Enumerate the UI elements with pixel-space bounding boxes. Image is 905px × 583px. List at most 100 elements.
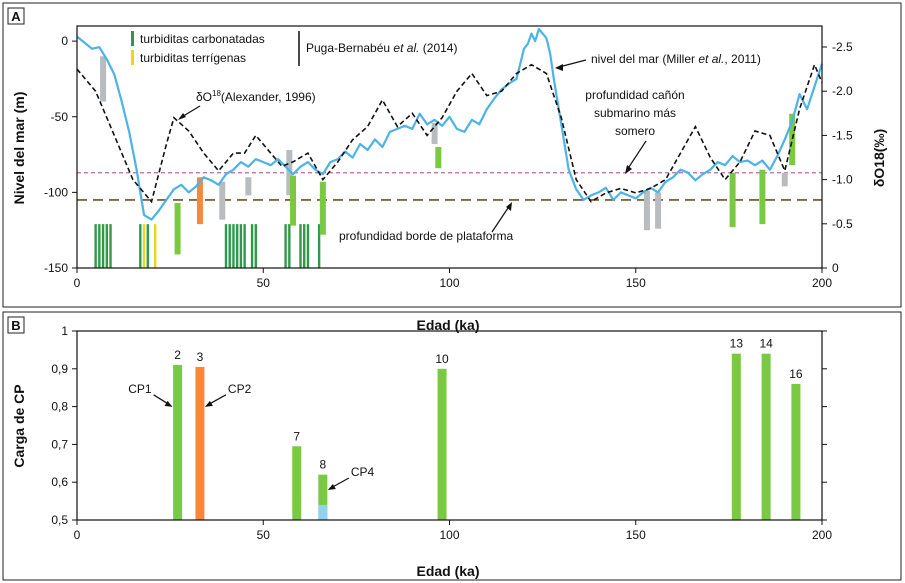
annotation-sea-level-etal: et al. [698, 52, 724, 66]
annotation-canyon-line-1: submarino más [594, 106, 676, 120]
turbidite-carbonatada-19 [306, 224, 310, 268]
annotation-sea-level-arrowhead [555, 64, 563, 71]
panel-b-label-box [7, 316, 25, 334]
cp-bar-8-cp4-segment [318, 504, 328, 520]
cp-bar-2 [173, 365, 183, 520]
cp-bar-10 [437, 368, 447, 520]
panel-a-y-tick-label-1: -50 [51, 110, 69, 124]
legend-source-etal: et al. [393, 41, 419, 55]
annotation-cp4-arrowhead [327, 483, 336, 490]
panel-a-x-tick-label-2: 100 [439, 276, 459, 290]
gray-bar-5 [643, 190, 650, 231]
cp-bar-label-2: 2 [174, 348, 181, 362]
panel-a-y-right-tick-label-0: -2.5 [832, 40, 853, 54]
annotation-shelf-arrow [491, 204, 511, 233]
panel-a-x-tick-label-4: 200 [812, 276, 832, 290]
legend-source-author: Puga-Bernabéu [306, 41, 390, 55]
cp-bar-7 [292, 446, 302, 520]
panel-a-x-tick-label-3: 150 [626, 276, 646, 290]
turbidite-carbonatada-16 [288, 224, 291, 268]
legend-terrigenas-label: turbiditas terrígenas [140, 51, 246, 65]
turbidite-carbonatada-18 [303, 224, 306, 268]
turbidite-carbonatada-5 [139, 224, 142, 268]
panel-b-x-tick-label-4: 200 [812, 528, 832, 542]
panel-b-y-axis-label: Carga de CP [11, 384, 27, 467]
panel-b-frame [2, 311, 902, 581]
annotation-cp4: CP4 [351, 465, 375, 479]
annotation-d18o-symbol: δO [196, 90, 212, 104]
panel-b-axes-box [76, 330, 823, 521]
turbidite-carbonatada-17 [299, 224, 302, 268]
green-bar-5 [759, 169, 766, 225]
panel-a-y-right-tick-label-4: -0.5 [832, 217, 853, 231]
panel-b-y-tick-label-3: 0,8 [51, 400, 68, 414]
cp-bar-label-10: 10 [435, 352, 449, 366]
panel-a-frame [2, 2, 902, 308]
turbidite-terrigena-0 [142, 224, 146, 268]
panel-a-y-right-tick-label-2: -1.5 [832, 128, 853, 142]
panel-a-y-tick-label-3: -150 [44, 261, 68, 275]
legend-source: Puga-Bernabéu et al. (2014) [306, 41, 457, 55]
annotation-canyon-arrowhead [625, 165, 632, 174]
panel-a-y-tick-label-0: 0 [61, 34, 68, 48]
legend-carbonatadas-label: turbiditas carbonatadas [140, 32, 265, 46]
legend-carbonatadas-swatch [131, 31, 134, 46]
turbidite-carbonatada-4 [109, 224, 112, 268]
annotation-canyon-line-0: profundidad cañón [585, 88, 684, 102]
turbidite-carbonatada-13 [250, 224, 254, 268]
green-bar-6 [789, 113, 796, 166]
panel-a-x-axis-label: Edad (ka) [416, 317, 479, 333]
panel-b-y-tick-label-5: 1 [61, 324, 68, 338]
sea-level-series [76, 27, 824, 221]
turbidite-carbonatada-10 [235, 224, 239, 268]
legend-terrigenas-swatch [131, 50, 134, 65]
turbidite-carbonatada-12 [243, 224, 246, 268]
panel-b-y-tick-label-0: 0,5 [51, 513, 68, 527]
cp-bar-16 [791, 383, 801, 520]
cp-bar-label-3: 3 [197, 350, 204, 364]
turbidite-carbonatada-1 [98, 224, 101, 268]
cp-bar-14 [761, 353, 771, 520]
gray-bar-6 [655, 192, 662, 229]
annotation-canyon-line-2: somero [615, 124, 655, 138]
annotation-d18o: δO18(Alexander, 1996) [196, 89, 316, 104]
panel-a-y-tick-label-2: -100 [44, 185, 68, 199]
turbidite-terrigena-1 [154, 224, 157, 268]
turbidite-carbonatada-0 [94, 224, 97, 268]
turbidite-carbonatada-7 [224, 224, 228, 268]
panel-b-y-tick-label-2: 0,7 [51, 437, 68, 451]
cp-bar-3 [195, 366, 205, 520]
cp-bar-8 [318, 474, 328, 520]
gray-bar-4 [431, 122, 438, 144]
panel-b-y-tick-label-4: 0,9 [51, 362, 68, 376]
panel-a-y-right-tick-label-1: -2.0 [832, 84, 853, 98]
annotation-cp1-arrowhead [164, 400, 173, 407]
d18o-series [76, 62, 823, 204]
annotation-canyon-arrow [626, 140, 647, 171]
annotation-d18o-ref: (Alexander, 1996) [221, 90, 316, 104]
panel-a-label: A [11, 9, 21, 24]
gray-bar-1 [219, 181, 226, 220]
panel-b-x-axis-label: Edad (ka) [416, 563, 479, 579]
annotation-d18o-sup: 18 [212, 89, 221, 98]
annotation-cp2: CP2 [228, 382, 252, 396]
gray-bar-0 [100, 56, 107, 102]
turbidite-carbonatada-3 [105, 224, 108, 268]
turbidite-carbonatada-20 [317, 224, 321, 268]
turbidite-carbonatada-6 [146, 224, 149, 268]
annotation-sea-level-year: , 2011) [724, 52, 760, 66]
green-bar-2 [319, 181, 326, 235]
cp-bar-label-13: 13 [730, 337, 744, 351]
annotation-sea-level: nivel del mar (Miller et al., 2011) [591, 52, 761, 66]
legend-source-year: (2014) [419, 41, 457, 55]
panel-a-x-tick-label-1: 50 [257, 276, 271, 290]
cp-bar-13 [731, 353, 741, 520]
panel-b-x-tick-label-0: 0 [74, 528, 81, 542]
orange-bar-0 [196, 177, 203, 225]
gray-bar-3 [286, 150, 293, 196]
panel-a-y-right-axis-label: δO18(‰) [871, 129, 887, 187]
panel-b-x-tick-label-1: 50 [257, 528, 271, 542]
panel-b: B 2 3 7 8 10 13 14 16 0 50 100 150 200 0,5 0,6 0,7 0,8 0,9… [2, 311, 902, 581]
green-bar-0 [174, 202, 181, 255]
